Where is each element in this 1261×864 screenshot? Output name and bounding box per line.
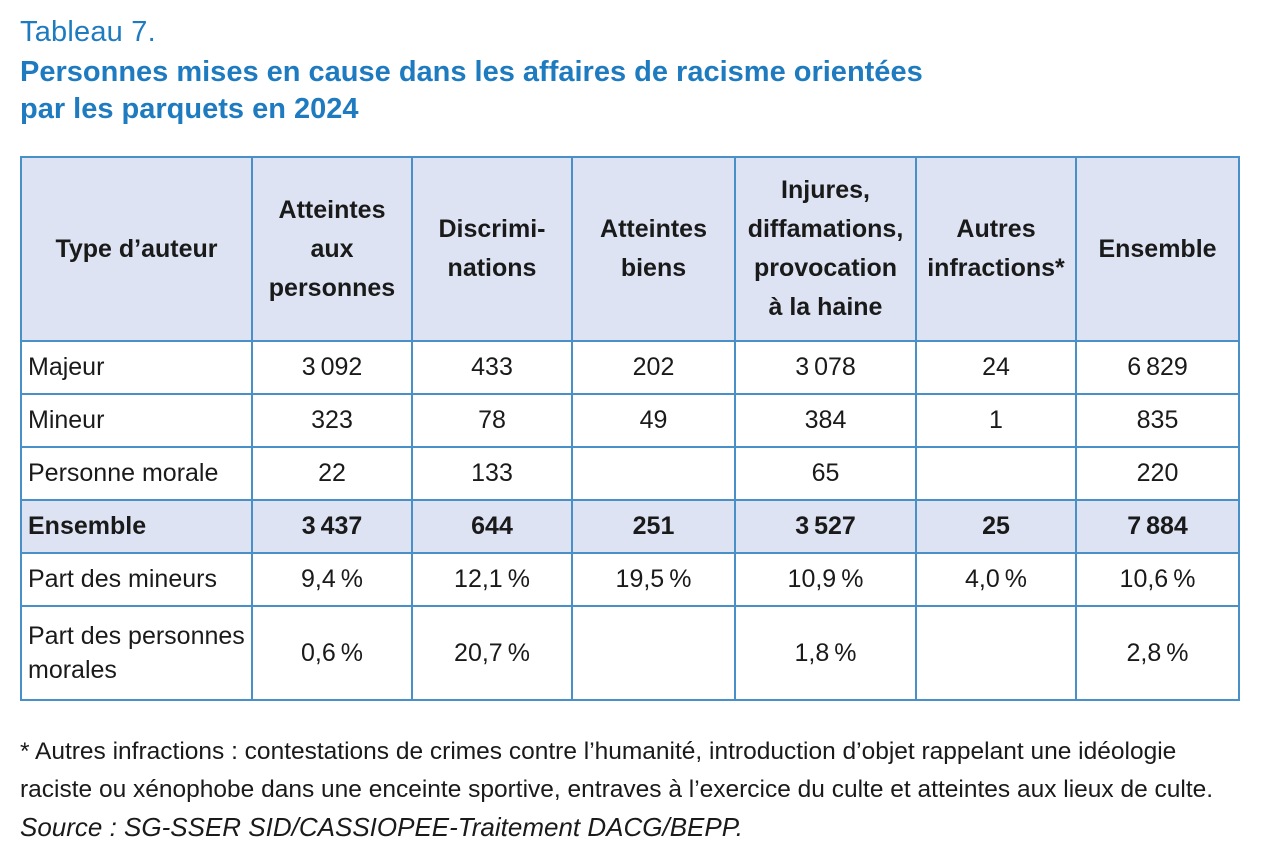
header-line: Atteintes <box>278 195 386 224</box>
table-cell: 19,5 % <box>571 552 736 607</box>
table-row-ensemble: Ensemble 3 437 644 251 3 527 25 7 884 <box>20 499 1240 554</box>
header-atteintes-biens: Atteintes biens <box>571 156 736 342</box>
table-cell <box>915 446 1077 501</box>
header-line: nations <box>447 254 537 282</box>
table-cell: 65 <box>734 446 917 501</box>
table-cell: 2,8 % <box>1075 605 1240 701</box>
table-number-label: Tableau 7. <box>20 16 156 48</box>
table-cell: 323 <box>251 393 413 448</box>
header-line: Ensemble <box>1098 234 1217 263</box>
header-line: aux <box>310 234 354 263</box>
table-cell: 251 <box>571 499 736 554</box>
table-cell: 835 <box>1075 393 1240 448</box>
header-injures: Injures, diffamations, provocation à la … <box>734 156 917 342</box>
table-title: Personnes mises en cause dans les affair… <box>20 54 1220 128</box>
table-cell: 3 437 <box>251 499 413 554</box>
header-line: Injures, <box>781 176 870 204</box>
header-line: provocation <box>753 254 898 282</box>
data-table: Type d’auteur Atteintes aux personnes Di… <box>20 156 1240 701</box>
table-cell: 12,1 % <box>411 552 573 607</box>
row-label: Majeur <box>20 340 253 395</box>
row-label: Part des mineurs <box>20 552 253 607</box>
table-cell: 133 <box>411 446 573 501</box>
table-cell: 9,4 % <box>251 552 413 607</box>
header-ensemble: Ensemble <box>1075 156 1240 342</box>
header-line: Discrimi- <box>438 215 546 243</box>
table-cell: 384 <box>734 393 917 448</box>
row-label-line: morales <box>28 656 117 684</box>
source-note: Source : SG-SSER SID/CASSIOPEE-Traitemen… <box>20 812 743 842</box>
table-row-part-mineurs: Part des mineurs 9,4 % 12,1 % 19,5 % 10,… <box>20 552 1240 607</box>
header-line: personnes <box>268 273 396 302</box>
table-cell: 3 092 <box>251 340 413 395</box>
table-cell: 6 829 <box>1075 340 1240 395</box>
header-discriminations: Discrimi- nations <box>411 156 573 342</box>
table-cell <box>571 605 736 701</box>
table-cell: 3 078 <box>734 340 917 395</box>
table-cell: 49 <box>571 393 736 448</box>
header-line: infractions* <box>927 254 1065 282</box>
table-cell: 644 <box>411 499 573 554</box>
table-cell <box>571 446 736 501</box>
table-cell: 25 <box>915 499 1077 554</box>
header-line: Atteintes <box>600 215 707 243</box>
header-line: biens <box>620 254 687 282</box>
table-row-part-personnes-morales: Part des personnes morales 0,6 % 20,7 % … <box>20 605 1240 701</box>
table-row-majeur: Majeur 3 092 433 202 3 078 24 6 829 <box>20 340 1240 395</box>
footnote-line: * Autres infractions : contestations de … <box>20 738 1177 765</box>
header-row: Type d’auteur Atteintes aux personnes Di… <box>20 156 1240 342</box>
row-label: Personne morale <box>20 446 253 501</box>
table-cell: 1 <box>915 393 1077 448</box>
row-label: Mineur <box>20 393 253 448</box>
row-label-line: Part des personnes <box>28 622 245 650</box>
table-title-line-1: Personnes mises en cause dans les affair… <box>20 56 923 88</box>
row-label: Ensemble <box>20 499 253 554</box>
table-cell: 1,8 % <box>734 605 917 701</box>
table-cell: 10,9 % <box>734 552 917 607</box>
table-cell: 433 <box>411 340 573 395</box>
table-cell: 4,0 % <box>915 552 1077 607</box>
header-autres-infractions: Autres infractions* <box>915 156 1077 342</box>
table-title-line-2: par les parquets en 2024 <box>20 93 359 125</box>
table-cell: 3 527 <box>734 499 917 554</box>
table-cell: 202 <box>571 340 736 395</box>
table-cell: 20,7 % <box>411 605 573 701</box>
header-line: Autres <box>956 215 1036 243</box>
header-line: à la haine <box>768 293 883 321</box>
header-line: Type d’auteur <box>55 234 218 263</box>
table-cell: 220 <box>1075 446 1240 501</box>
header-line: diffamations, <box>747 215 904 243</box>
header-atteintes-personnes: Atteintes aux personnes <box>251 156 413 342</box>
header-type-auteur: Type d’auteur <box>20 156 253 342</box>
footnote: * Autres infractions : contestations de … <box>20 733 1250 809</box>
table-cell: 22 <box>251 446 413 501</box>
table-cell: 24 <box>915 340 1077 395</box>
table-cell: 0,6 % <box>251 605 413 701</box>
footnote-line: raciste ou xénophobe dans une enceinte s… <box>20 776 1214 803</box>
table-row-personne-morale: Personne morale 22 133 65 220 <box>20 446 1240 501</box>
row-label: Part des personnes morales <box>20 605 253 701</box>
table-row-mineur: Mineur 323 78 49 384 1 835 <box>20 393 1240 448</box>
table-cell: 78 <box>411 393 573 448</box>
table-cell <box>915 605 1077 701</box>
table-cell: 7 884 <box>1075 499 1240 554</box>
table-cell: 10,6 % <box>1075 552 1240 607</box>
